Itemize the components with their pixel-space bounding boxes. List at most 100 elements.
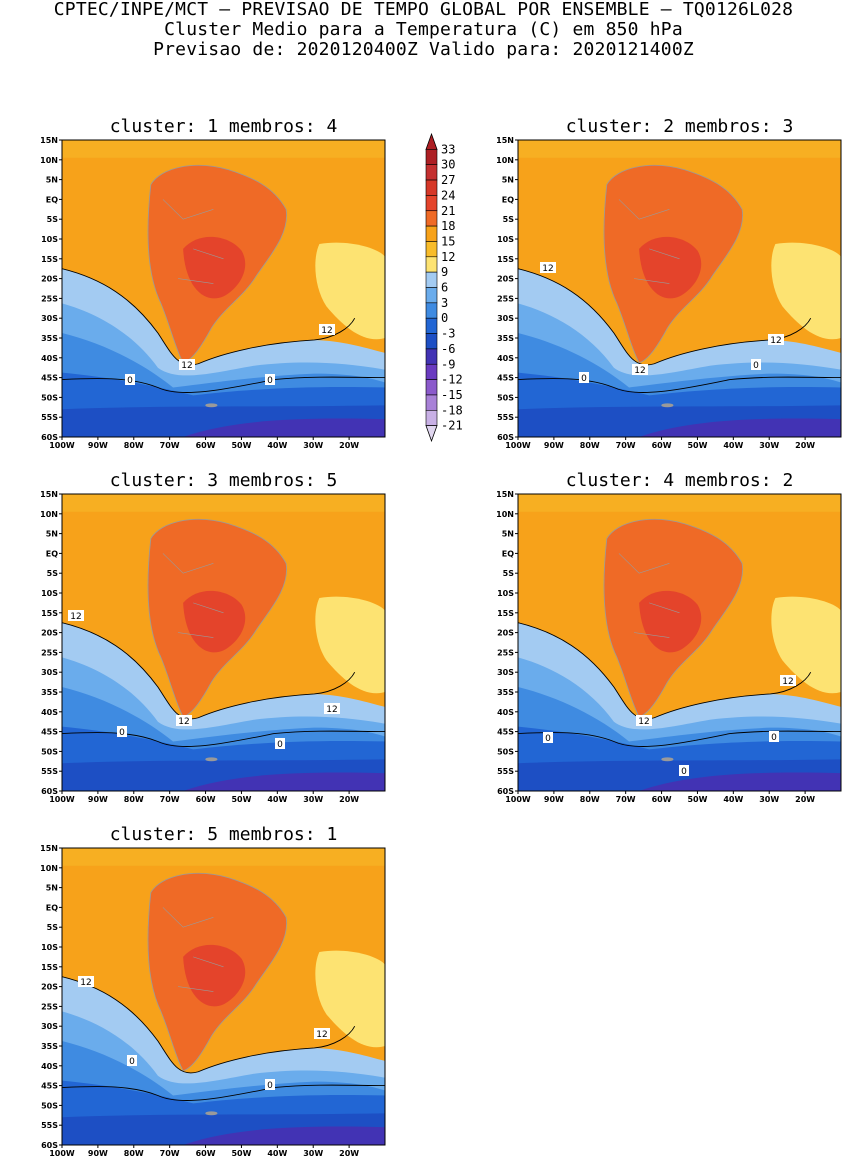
lon-tick-label: 40W bbox=[723, 795, 743, 804]
lat-tick-label: 55S bbox=[41, 413, 58, 422]
lat-tick-label: 25S bbox=[41, 294, 58, 303]
svg-text:12: 12 bbox=[638, 717, 649, 727]
lon-tick-label: 20W bbox=[339, 441, 359, 450]
lon-tick-label: 50W bbox=[231, 1149, 251, 1157]
colorbar-label: -9 bbox=[441, 357, 455, 371]
lat-tick-label: 35S bbox=[41, 688, 58, 697]
lon-tick-label: 80W bbox=[580, 795, 600, 804]
contour-label-0: 0 bbox=[117, 726, 127, 738]
panels-layer: cluster: 1 membros: 4 15N 10N 5N EQ 5S 10S 15S 2… bbox=[40, 116, 842, 1157]
lon-tick-label: 30W bbox=[303, 1149, 323, 1157]
lat-tick-label: 15N bbox=[40, 844, 58, 853]
lat-tick-label: EQ bbox=[46, 549, 58, 558]
colorbar-label: 33 bbox=[441, 142, 455, 156]
contour-label-12: 12 bbox=[636, 715, 652, 727]
contour-label-0: 0 bbox=[679, 765, 689, 777]
lon-tick-label: 20W bbox=[339, 1149, 359, 1157]
lon-tick-label: 60W bbox=[652, 795, 672, 804]
lat-tick-label: 50S bbox=[41, 1101, 58, 1110]
svg-text:0: 0 bbox=[119, 728, 125, 738]
lat-tick-label: 10N bbox=[40, 510, 58, 519]
panel-cluster-1: cluster: 1 membros: 4 15N 10N 5N EQ 5S 10S 15S 2… bbox=[40, 116, 386, 450]
contour-label-0: 0 bbox=[265, 1079, 275, 1091]
lat-tick-label: 5N bbox=[502, 176, 514, 185]
lon-tick-label: 90W bbox=[88, 1149, 108, 1157]
temperature-field bbox=[518, 494, 841, 791]
lat-tick-label: 5N bbox=[46, 884, 58, 893]
contour-label-12: 12 bbox=[68, 610, 84, 622]
lat-tick-label: 30S bbox=[41, 314, 58, 323]
lon-tick-label: 60W bbox=[196, 441, 216, 450]
svg-text:12: 12 bbox=[316, 1030, 327, 1040]
lon-tick-label: 40W bbox=[267, 795, 287, 804]
contour-label-12: 12 bbox=[768, 334, 784, 346]
svg-text:12: 12 bbox=[70, 612, 81, 622]
lat-tick-label: 60S bbox=[41, 1141, 58, 1150]
contour-label-12: 12 bbox=[324, 703, 340, 715]
lat-tick-label: 15S bbox=[41, 609, 58, 618]
lon-tick-label: 80W bbox=[124, 441, 144, 450]
colorbar-swatch bbox=[425, 271, 438, 288]
lat-tick-label: 5S bbox=[503, 569, 515, 578]
colorbar-top-arrow bbox=[425, 132, 438, 150]
svg-text:0: 0 bbox=[753, 361, 759, 371]
lon-tick-label: 90W bbox=[544, 441, 564, 450]
lat-tick-label: 35S bbox=[497, 688, 514, 697]
lat-tick-label: 10S bbox=[497, 589, 514, 598]
lat-tick-label: 10S bbox=[41, 589, 58, 598]
colorbar-label: 18 bbox=[441, 219, 455, 233]
contour-label-12: 12 bbox=[319, 324, 335, 336]
lat-tick-label: 40S bbox=[497, 354, 514, 363]
lat-tick-label: EQ bbox=[46, 195, 58, 204]
lon-tick-label: 70W bbox=[160, 1149, 180, 1157]
lat-tick-label: 10S bbox=[497, 235, 514, 244]
lat-tick-label: 50S bbox=[497, 747, 514, 756]
lon-tick-label: 100W bbox=[49, 441, 75, 450]
colorbar-label: -3 bbox=[441, 327, 455, 341]
colorbar-label: 12 bbox=[441, 250, 455, 264]
lat-tick-label: 40S bbox=[41, 354, 58, 363]
lat-tick-label: 60S bbox=[41, 787, 58, 796]
lat-tick-label: 20S bbox=[41, 275, 58, 284]
svg-text:0: 0 bbox=[129, 1057, 135, 1067]
lat-tick-label: 25S bbox=[497, 294, 514, 303]
panel-title: cluster: 3 membros: 5 bbox=[110, 470, 338, 491]
lat-tick-label: 15S bbox=[497, 609, 514, 618]
contour-label-0: 0 bbox=[543, 732, 553, 744]
svg-text:0: 0 bbox=[277, 740, 283, 750]
contour-label-12: 12 bbox=[78, 976, 94, 988]
lon-tick-label: 60W bbox=[652, 441, 672, 450]
lat-tick-label: 10S bbox=[41, 943, 58, 952]
lat-tick-label: 35S bbox=[41, 1042, 58, 1051]
lat-tick-label: EQ bbox=[502, 195, 514, 204]
lon-tick-label: 20W bbox=[795, 795, 815, 804]
svg-text:0: 0 bbox=[771, 733, 777, 743]
lat-tick-label: 50S bbox=[41, 393, 58, 402]
temperature-field bbox=[62, 848, 385, 1145]
lat-tick-label: 45S bbox=[497, 374, 514, 383]
lat-tick-label: 25S bbox=[41, 648, 58, 657]
contour-label-0: 0 bbox=[265, 374, 275, 386]
colorbar-label: 15 bbox=[441, 234, 455, 248]
map-frame bbox=[517, 493, 842, 792]
svg-text:12: 12 bbox=[634, 366, 645, 376]
lon-tick-label: 70W bbox=[616, 441, 636, 450]
lat-tick-label: 25S bbox=[497, 648, 514, 657]
colorbar-label: 3 bbox=[441, 296, 448, 310]
lat-tick-label: 5N bbox=[46, 176, 58, 185]
panel-title: cluster: 1 membros: 4 bbox=[110, 116, 338, 137]
temperature-field bbox=[62, 140, 385, 437]
lat-tick-label: 30S bbox=[497, 314, 514, 323]
contour-label-12: 12 bbox=[176, 715, 192, 727]
lon-tick-label: 80W bbox=[124, 1149, 144, 1157]
svg-text:0: 0 bbox=[681, 767, 687, 777]
colorbar-label: 6 bbox=[441, 281, 448, 295]
map-frame bbox=[61, 139, 386, 438]
contour-label-0: 0 bbox=[769, 731, 779, 743]
colorbar-swatch bbox=[425, 348, 438, 365]
lat-tick-label: 40S bbox=[41, 708, 58, 717]
lat-tick-label: 5S bbox=[503, 215, 515, 224]
svg-text:0: 0 bbox=[267, 376, 273, 386]
colorbar-swatch bbox=[425, 363, 438, 380]
